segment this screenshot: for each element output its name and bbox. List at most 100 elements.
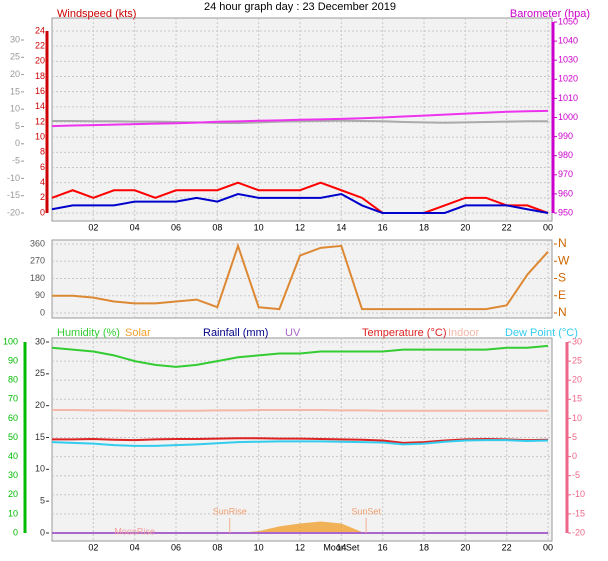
y-tick-label: 2 [40, 192, 45, 202]
y2-tick-label: 15 [572, 394, 582, 404]
legend-entry: Temperature (°C) [362, 327, 446, 339]
y-tick-label: 100 [3, 336, 18, 346]
y3-tick-label: 30 [10, 34, 20, 44]
y-tick-label: 0 [40, 207, 45, 217]
x-tick-label: 10 [254, 222, 264, 232]
y-tick-label: 18 [35, 71, 45, 81]
y2-tick-label: 980 [558, 150, 573, 160]
y-tick-label: 20 [8, 489, 18, 499]
y-tick-label: 90 [35, 290, 45, 300]
x-tick-label: 06 [171, 542, 181, 552]
y2-tick-label: 1040 [558, 35, 578, 45]
y2-tick-label: 0 [572, 451, 577, 461]
annotation: MoonSet [323, 542, 360, 552]
y3-tick-label: 30 [35, 336, 45, 346]
chart-title: 24 hour graph day : 23 December 2019 [204, 1, 396, 13]
y-tick-label: 0 [13, 527, 18, 537]
legend-entry: Indoor [448, 327, 480, 339]
solar-area [52, 521, 548, 533]
y-tick-label: 24 [35, 25, 45, 35]
y-tick-label: 50 [8, 432, 18, 442]
y-tick-label: 20 [35, 56, 45, 66]
y3-tick-label: 5 [15, 121, 20, 131]
y2-tick-label: S [558, 271, 566, 285]
y3-tick-label: 20 [10, 69, 20, 79]
y3-tick-label: -5 [12, 155, 20, 165]
annotation: SunRise [213, 506, 247, 516]
y-tick-label: 360 [30, 238, 45, 248]
y-tick-label: 90 [8, 355, 18, 365]
y-tick-label: 40 [8, 451, 18, 461]
x-tick-label: 22 [502, 222, 512, 232]
y-tick-label: 0 [40, 307, 45, 317]
y2-tick-label: 970 [558, 169, 573, 179]
series-line [51, 192, 549, 214]
x-tick-label: 12 [295, 542, 305, 552]
series-line [52, 119, 548, 125]
series-line [52, 437, 549, 444]
y-tick-label: 10 [35, 132, 45, 142]
y-tick-label: 270 [30, 256, 45, 266]
annotation: SunSet [351, 506, 381, 516]
series-line [51, 439, 549, 447]
x-tick-label: 16 [378, 542, 388, 552]
y2-tick-label: 1010 [558, 93, 578, 103]
x-tick-label: 08 [212, 222, 222, 232]
y2-tick-label: 1000 [558, 112, 578, 122]
y2-tick-label: W [558, 253, 570, 267]
legend-entry: UV [285, 327, 301, 339]
legend-entry: Humidity (%) [57, 327, 120, 339]
x-tick-label: 22 [502, 542, 512, 552]
y2-tick-label: -10 [572, 489, 585, 499]
y3-tick-label: 5 [40, 496, 45, 506]
y2-tick-label: N [558, 236, 567, 250]
y-tick-label: 10 [8, 508, 18, 518]
y3-tick-label: -15 [7, 190, 20, 200]
y2-tick-label: N [558, 305, 567, 319]
x-tick-label: 06 [171, 222, 181, 232]
y2-tick-label: 950 [558, 207, 573, 217]
series-line [51, 109, 549, 128]
y3-tick-label: 10 [10, 104, 20, 114]
y2-tick-label: 960 [558, 188, 573, 198]
x-tick-label: 14 [336, 542, 346, 552]
x-tick-label: 00 [543, 222, 553, 232]
legend-entry: Solar [125, 327, 151, 339]
x-tick-label: 18 [419, 542, 429, 552]
x-tick-label: 20 [460, 222, 470, 232]
series-line [52, 242, 549, 311]
x-tick-label: 12 [295, 222, 305, 232]
series-line [51, 181, 549, 214]
y-tick-label: 60 [8, 413, 18, 423]
y2-tick-label: 30 [572, 336, 582, 346]
y2-tick-label: 1030 [558, 55, 578, 65]
y-tick-label: 12 [35, 116, 45, 126]
y-tick-label: 180 [30, 273, 45, 283]
y-axis-label: Windspeed (kts) [57, 8, 136, 20]
y3-tick-label: 15 [10, 86, 20, 96]
y3-tick-label: 10 [35, 464, 45, 474]
y-tick-label: 16 [35, 86, 45, 96]
x-tick-label: 10 [254, 542, 264, 552]
y3-tick-label: -10 [7, 173, 20, 183]
x-tick-label: 18 [419, 222, 429, 232]
y2-tick-label: 1020 [558, 74, 578, 84]
y2-tick-label: -5 [572, 470, 580, 480]
y3-tick-label: 25 [10, 52, 20, 62]
x-tick-label: 16 [378, 222, 388, 232]
annotation: MoonRise [114, 526, 155, 536]
y-tick-label: 8 [40, 147, 45, 157]
y2-axis-label: Barometer (hpa) [510, 8, 590, 20]
x-tick-label: 00 [543, 542, 553, 552]
y3-tick-label: 20 [35, 400, 45, 410]
legend-entry: Rainfall (mm) [203, 327, 268, 339]
y2-tick-label: -15 [572, 508, 585, 518]
y-tick-label: 70 [8, 394, 18, 404]
y3-tick-label: -20 [7, 207, 20, 217]
y3-tick-label: 0 [15, 138, 20, 148]
y3-tick-label: 15 [35, 432, 45, 442]
x-tick-label: 04 [130, 222, 140, 232]
y2-tick-label: 25 [572, 355, 582, 365]
x-tick-label: 14 [336, 222, 346, 232]
